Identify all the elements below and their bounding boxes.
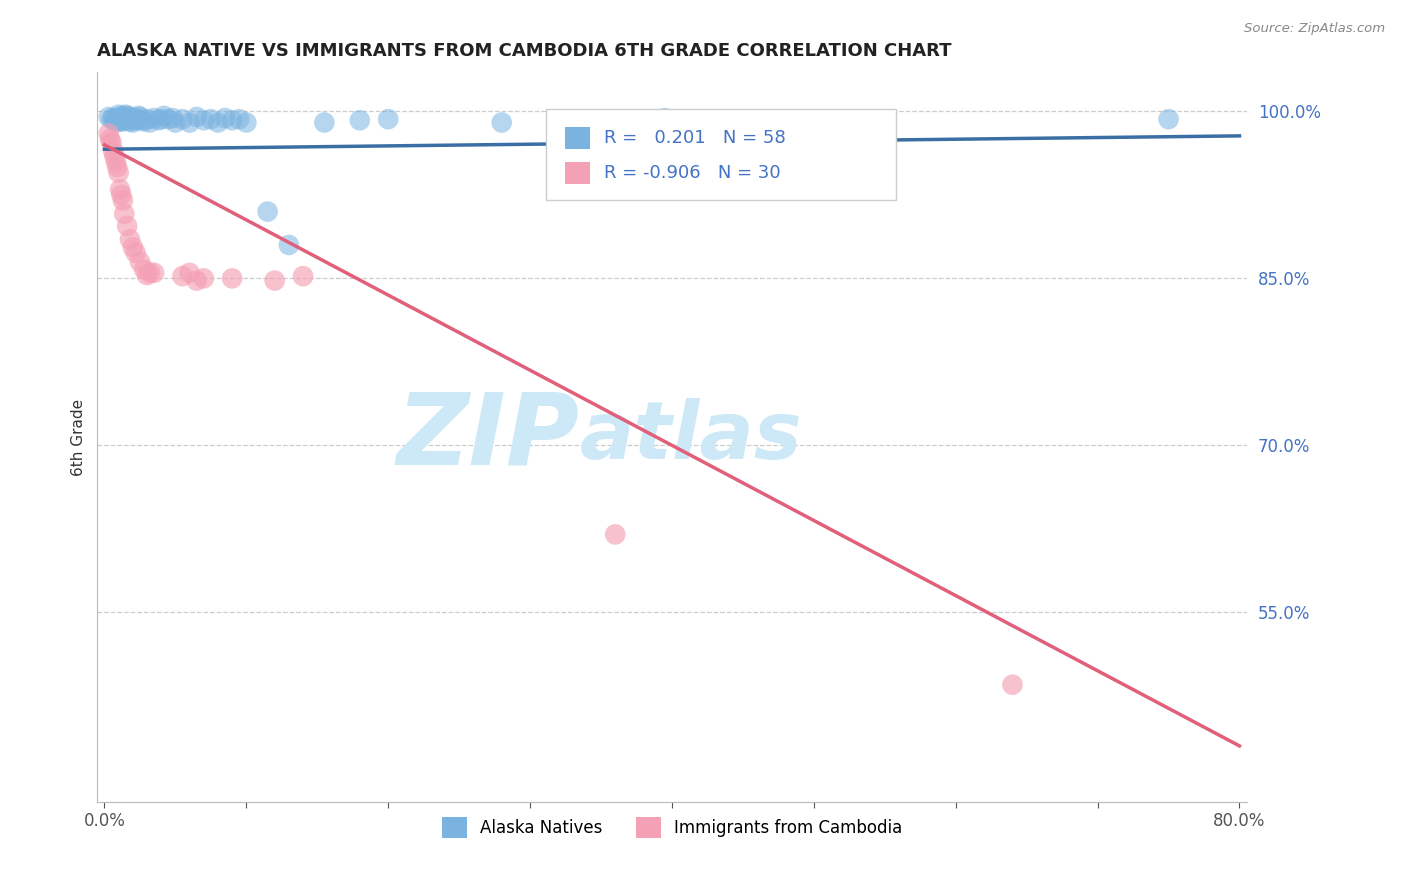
Point xyxy=(110,187,132,202)
Point xyxy=(148,113,170,128)
Point xyxy=(162,111,184,125)
Point xyxy=(112,207,135,221)
Bar xyxy=(565,128,591,149)
Point xyxy=(605,527,627,541)
Point xyxy=(125,112,148,127)
Point xyxy=(118,114,141,128)
Point xyxy=(114,111,136,125)
FancyBboxPatch shape xyxy=(546,109,896,200)
Point xyxy=(263,274,285,288)
Point xyxy=(115,113,138,128)
Point xyxy=(105,160,128,174)
Point xyxy=(107,108,129,122)
Point xyxy=(314,115,336,129)
Point xyxy=(349,113,371,128)
Point xyxy=(143,111,166,125)
Point xyxy=(172,269,194,284)
Point xyxy=(107,166,129,180)
Point xyxy=(1157,112,1180,127)
Point xyxy=(235,115,257,129)
Point xyxy=(98,132,121,146)
Point xyxy=(157,112,180,127)
Point xyxy=(207,115,229,129)
Text: R =   0.201   N = 58: R = 0.201 N = 58 xyxy=(605,129,786,147)
Point xyxy=(200,112,222,127)
Point xyxy=(114,108,136,122)
Point xyxy=(131,113,153,128)
Point xyxy=(118,110,141,124)
Point xyxy=(129,254,152,268)
Point xyxy=(277,238,299,252)
Point xyxy=(104,115,127,129)
Point xyxy=(221,271,243,285)
Point xyxy=(134,262,156,277)
Text: Source: ZipAtlas.com: Source: ZipAtlas.com xyxy=(1244,22,1385,36)
Point xyxy=(103,149,125,163)
Point xyxy=(110,113,132,128)
Point xyxy=(179,266,201,280)
Point xyxy=(101,144,124,158)
Point xyxy=(165,115,187,129)
Text: R = -0.906   N = 30: R = -0.906 N = 30 xyxy=(605,164,780,182)
Point xyxy=(179,115,201,129)
Point xyxy=(110,111,132,125)
Point xyxy=(128,109,150,123)
Point xyxy=(103,113,125,128)
Point xyxy=(1001,678,1024,692)
Point xyxy=(153,109,176,123)
Point xyxy=(150,112,173,127)
Point xyxy=(101,111,124,125)
Point xyxy=(118,232,141,246)
Point xyxy=(108,114,131,128)
Point xyxy=(124,245,146,260)
Point xyxy=(143,266,166,280)
Point xyxy=(108,182,131,196)
Point xyxy=(108,110,131,124)
Point xyxy=(193,113,215,128)
Point xyxy=(121,115,143,129)
Point xyxy=(377,112,399,127)
Point xyxy=(115,109,138,123)
Point xyxy=(121,240,143,254)
Bar xyxy=(565,162,591,184)
Point xyxy=(139,266,162,280)
Point xyxy=(100,136,122,150)
Point xyxy=(115,219,138,233)
Point xyxy=(134,114,156,128)
Text: atlas: atlas xyxy=(581,398,803,476)
Point xyxy=(111,194,134,208)
Point xyxy=(117,112,139,127)
Point xyxy=(107,112,129,127)
Point xyxy=(221,113,243,128)
Point xyxy=(186,274,208,288)
Point xyxy=(139,115,162,129)
Legend: Alaska Natives, Immigrants from Cambodia: Alaska Natives, Immigrants from Cambodia xyxy=(434,811,908,845)
Point xyxy=(97,127,120,141)
Point xyxy=(124,113,146,128)
Y-axis label: 6th Grade: 6th Grade xyxy=(72,399,86,475)
Point xyxy=(491,115,513,129)
Text: ZIP: ZIP xyxy=(396,389,581,485)
Text: ALASKA NATIVE VS IMMIGRANTS FROM CAMBODIA 6TH GRADE CORRELATION CHART: ALASKA NATIVE VS IMMIGRANTS FROM CAMBODI… xyxy=(97,42,952,60)
Point xyxy=(112,112,135,127)
Point xyxy=(111,114,134,128)
Point xyxy=(136,268,159,282)
Point xyxy=(193,271,215,285)
Point xyxy=(97,110,120,124)
Point xyxy=(654,111,676,125)
Point xyxy=(104,154,127,169)
Point xyxy=(105,111,128,125)
Point xyxy=(186,110,208,124)
Point xyxy=(136,112,159,127)
Point xyxy=(122,111,145,125)
Point xyxy=(228,112,250,127)
Point xyxy=(214,111,236,125)
Point xyxy=(129,110,152,124)
Point xyxy=(111,109,134,123)
Point xyxy=(120,112,142,127)
Point xyxy=(172,112,194,127)
Point xyxy=(100,112,122,127)
Point xyxy=(256,204,278,219)
Point xyxy=(292,269,315,284)
